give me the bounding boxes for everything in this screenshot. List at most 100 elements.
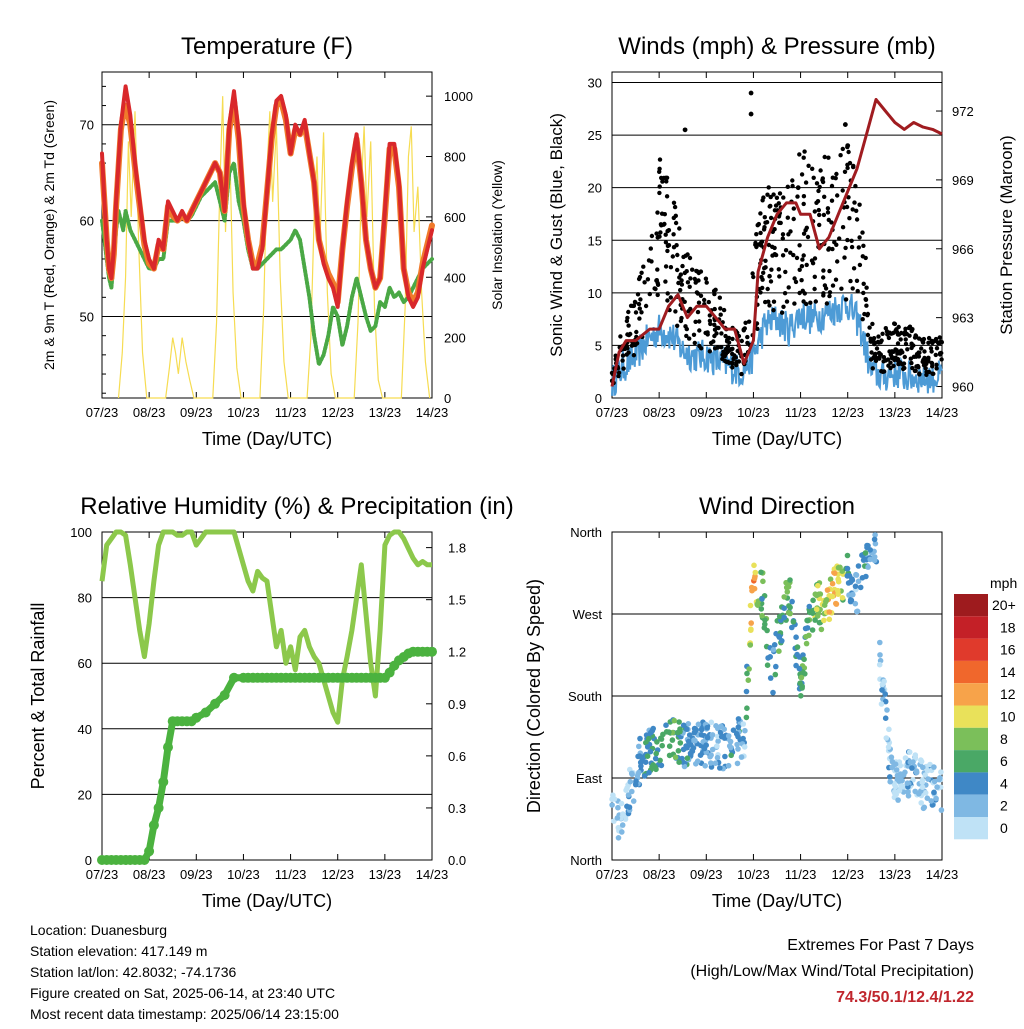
direction-point — [857, 584, 864, 591]
gust-point — [937, 335, 942, 340]
direction-point — [676, 719, 682, 725]
direction-point — [933, 795, 939, 802]
gust-point — [645, 277, 651, 282]
gust-point — [850, 207, 855, 212]
gust-point — [851, 163, 856, 169]
gust-point — [903, 341, 909, 347]
gust-point — [908, 356, 913, 361]
x-tick-label: 14/23 — [926, 405, 959, 420]
x-tick-label: 13/23 — [369, 867, 402, 882]
gust-point — [838, 153, 843, 158]
gust-point — [746, 319, 752, 324]
gust-point — [688, 306, 693, 312]
gust-point — [821, 268, 826, 273]
direction-point — [799, 685, 805, 691]
direction-point — [852, 600, 859, 607]
gust-point — [724, 339, 730, 344]
gust-point — [922, 349, 927, 354]
gust-point — [748, 90, 754, 96]
y-tick-label: West — [573, 607, 603, 622]
direction-point — [920, 805, 927, 812]
gust-point — [657, 184, 662, 189]
gust-point — [654, 231, 659, 236]
y2-tick-label: 1.8 — [448, 541, 466, 556]
y2-tick-label: 0.6 — [448, 749, 466, 764]
gust-point — [797, 243, 802, 248]
gust-point — [655, 280, 660, 286]
direction-point — [872, 540, 879, 547]
gust-point — [822, 154, 827, 160]
gust-point — [730, 336, 735, 342]
gust-point — [812, 256, 818, 261]
gust-point — [726, 335, 732, 341]
gust-point — [877, 356, 882, 361]
gust-point — [668, 295, 673, 300]
gust-point — [800, 288, 805, 293]
gust-point — [847, 216, 852, 221]
direction-point — [677, 740, 684, 746]
x-tick-label: 11/23 — [785, 405, 817, 420]
direction-point — [712, 760, 719, 766]
gust-point — [934, 346, 940, 351]
gust-point — [822, 194, 827, 199]
gust-point — [910, 365, 915, 371]
gust-point — [805, 234, 811, 240]
gust-point — [834, 171, 839, 177]
gust-point — [763, 220, 768, 225]
gust-point — [780, 236, 785, 241]
gust-point — [758, 290, 763, 295]
gust-point — [832, 240, 837, 245]
gust-point — [655, 267, 660, 272]
precip-point — [163, 742, 173, 753]
gust-point — [657, 157, 663, 162]
direction-point — [745, 677, 752, 683]
x-tick-label: 14/23 — [416, 405, 449, 420]
gust-point — [734, 359, 739, 365]
direction-point — [804, 617, 811, 624]
gust-point — [926, 340, 931, 345]
direction-point — [879, 687, 885, 693]
gust-point — [810, 166, 815, 171]
gust-point — [791, 206, 796, 211]
y-tick-label: 20 — [78, 787, 92, 802]
gust-point — [851, 266, 857, 271]
gust-point — [716, 325, 721, 331]
direction-point — [839, 595, 846, 601]
gust-point — [648, 246, 653, 251]
gust-point — [812, 286, 817, 292]
direction-point — [882, 691, 888, 697]
direction-point — [850, 591, 856, 598]
direction-point — [920, 764, 926, 771]
y2-tick-label: 800 — [444, 150, 466, 165]
direction-point — [835, 564, 842, 571]
gust-point — [887, 331, 893, 336]
x-tick-label: 09/23 — [180, 405, 213, 420]
precip-point — [158, 776, 169, 787]
gust-point — [868, 339, 873, 344]
direction-point — [759, 596, 765, 602]
gust-point — [791, 252, 796, 258]
direction-point — [735, 746, 741, 752]
gust-point — [636, 301, 642, 307]
y-tick-label: 60 — [78, 656, 92, 671]
gust-point — [672, 204, 678, 210]
y-tick-label: 5 — [595, 338, 602, 353]
direction-point — [846, 573, 853, 579]
direction-point — [746, 666, 752, 672]
x-axis-label: Time (Day/UTC) — [202, 429, 332, 449]
direction-point — [887, 778, 893, 785]
gust-point — [817, 222, 822, 228]
gust-point — [934, 366, 939, 371]
gust-point — [766, 242, 772, 248]
station-elevation: Station elevation: 417.149 m — [30, 943, 208, 959]
gust-point — [785, 215, 790, 220]
gust-point — [848, 278, 853, 284]
direction-point — [798, 674, 805, 681]
gust-point — [797, 267, 802, 272]
gust-point — [690, 267, 695, 272]
colorbar-swatch — [954, 794, 988, 817]
direction-point — [725, 762, 732, 769]
direction-point — [790, 619, 797, 625]
gust-point — [861, 281, 866, 286]
gust-point — [801, 231, 807, 236]
